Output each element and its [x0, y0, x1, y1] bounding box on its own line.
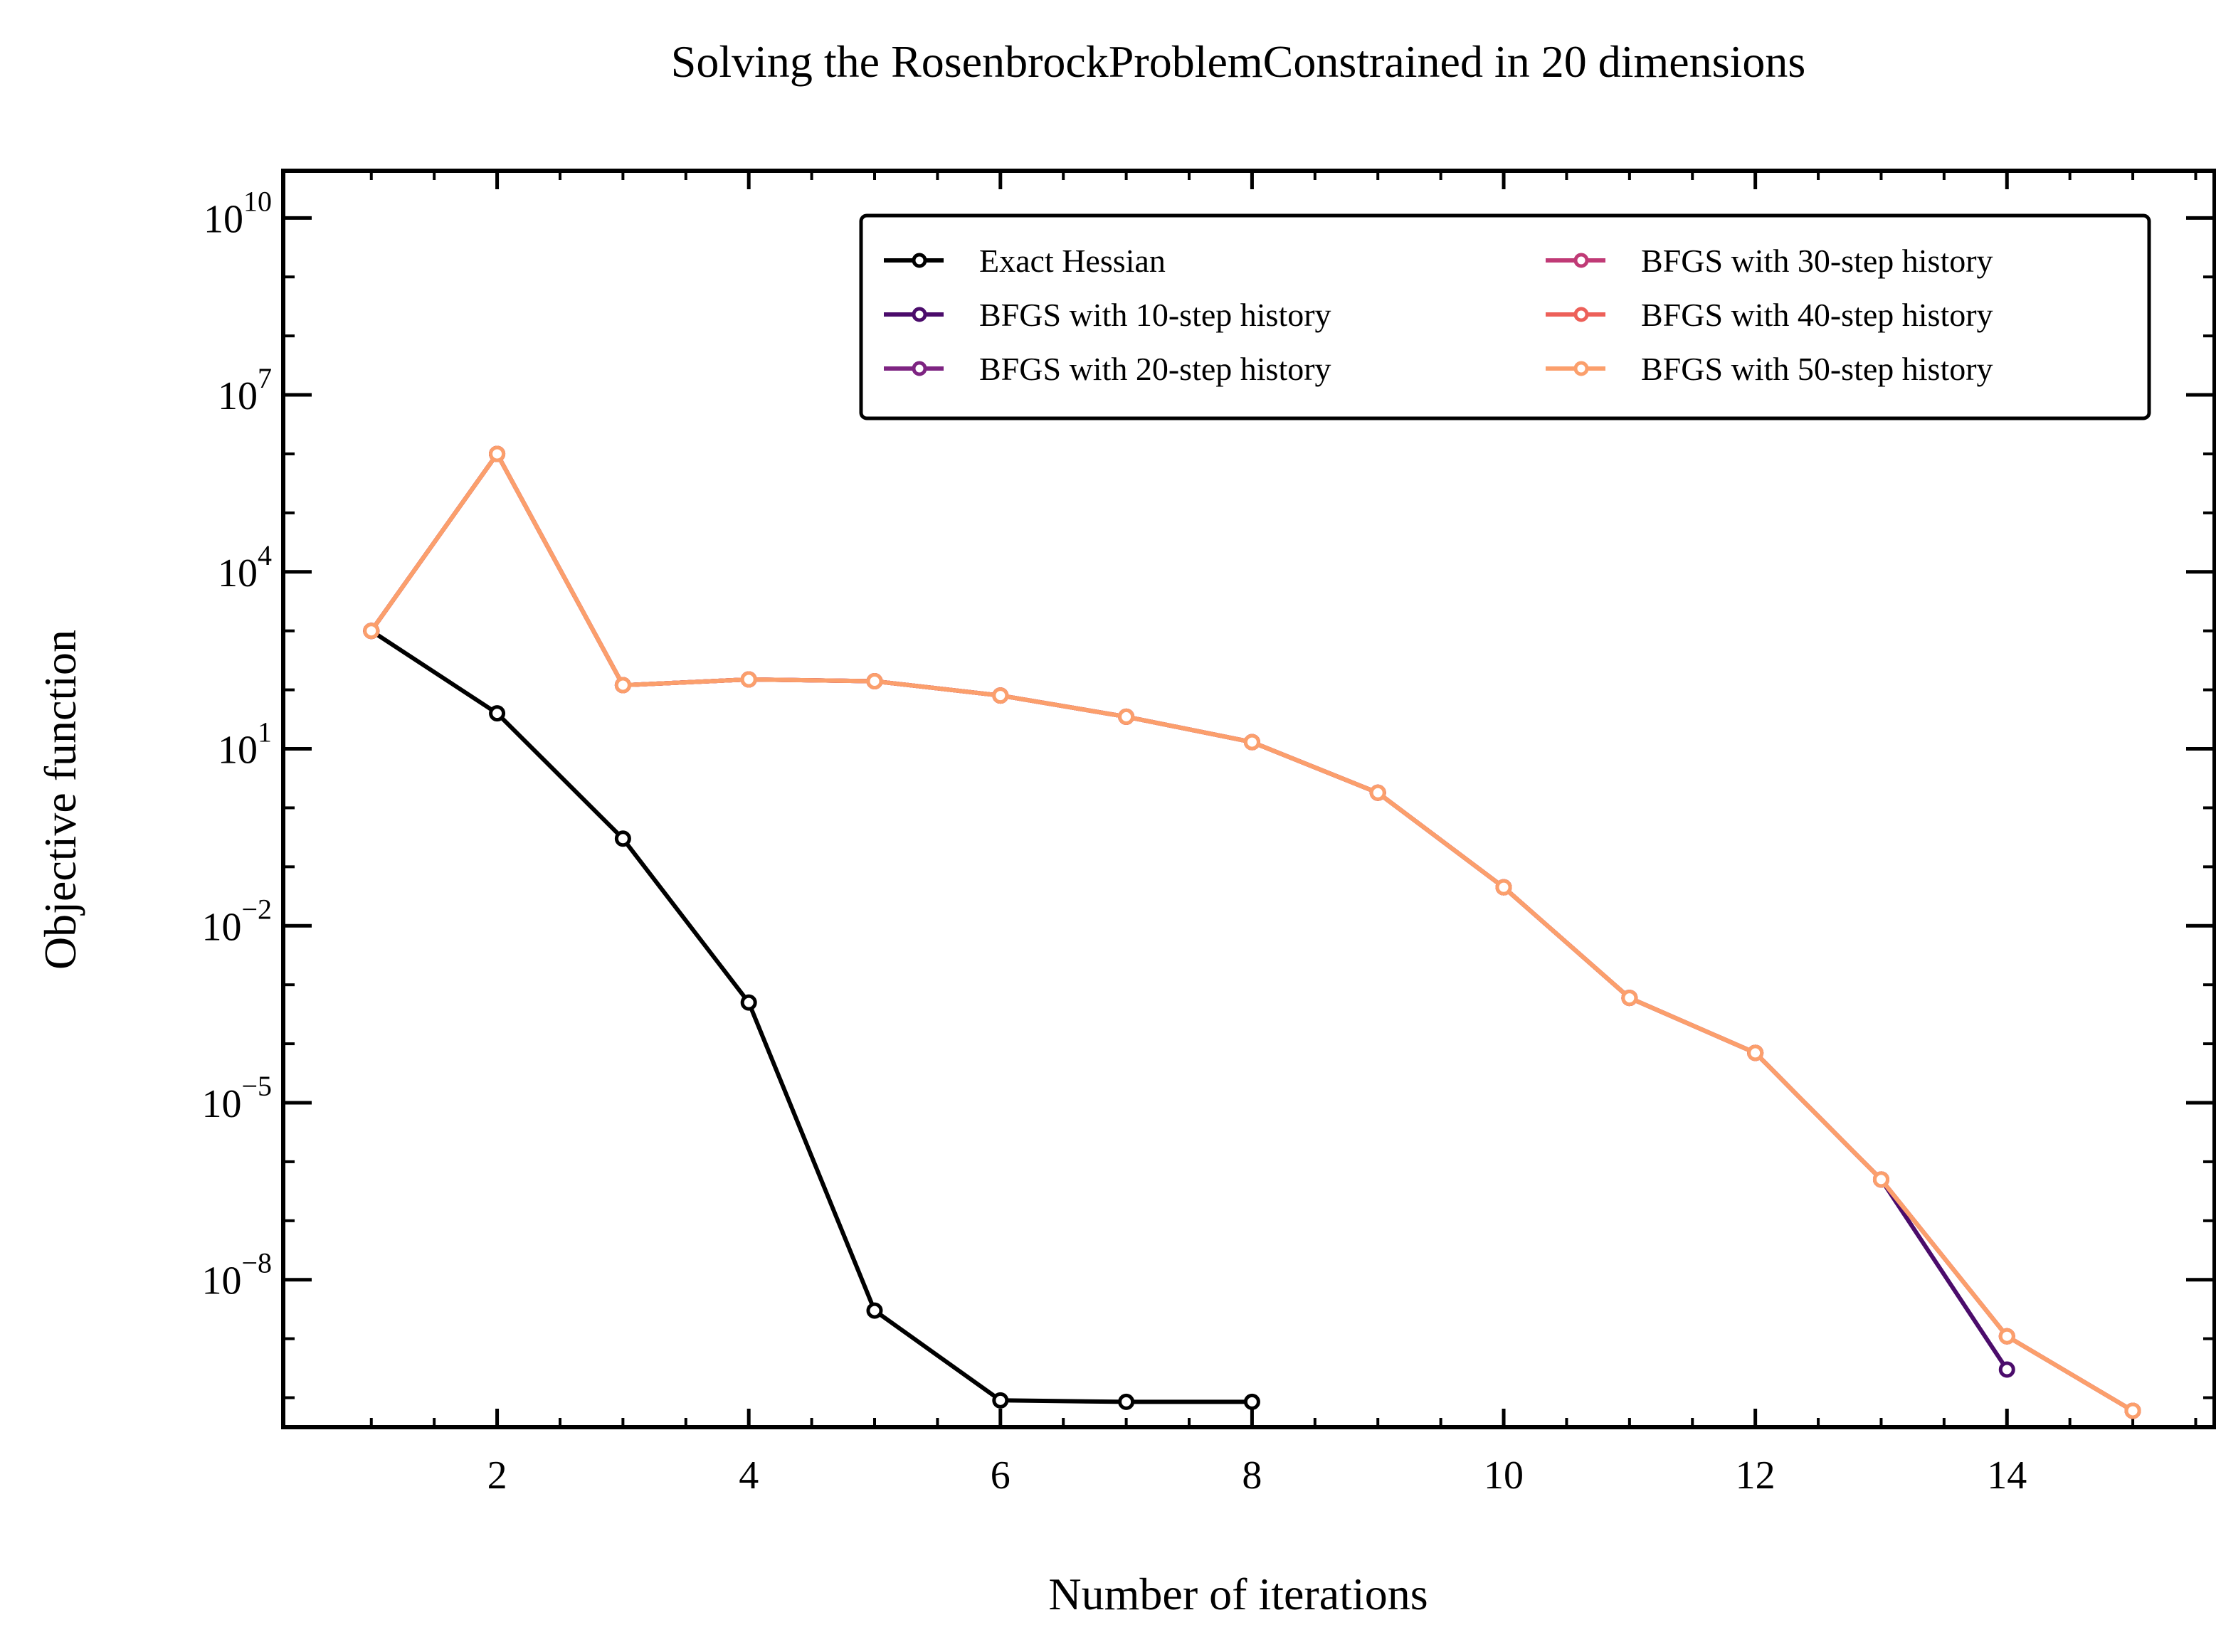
legend-item: BFGS with 30-step history [1546, 243, 1993, 279]
x-tick-label: 12 [1736, 1454, 1776, 1498]
legend-item: BFGS with 50-step history [1546, 351, 1993, 387]
y-tick-exponent: −5 [241, 1070, 272, 1102]
y-tick-exponent: 7 [258, 362, 272, 394]
legend-marker [1573, 361, 1589, 376]
legend-label: BFGS with 40-step history [1641, 297, 1993, 333]
legend-label: BFGS with 20-step history [979, 351, 1331, 387]
y-tick-base: 10 [218, 374, 258, 418]
data-point [1118, 708, 1135, 725]
y-tick-label: 10−2 [201, 893, 272, 949]
y-tick-exponent: 1 [258, 716, 272, 748]
data-point [489, 705, 506, 722]
data-point [740, 671, 757, 688]
y-tick-label: 101 [218, 716, 272, 773]
x-tick-label: 4 [739, 1454, 759, 1498]
y-axis-label: Objective function [35, 630, 85, 970]
legend-marker [912, 307, 927, 322]
data-point [614, 677, 631, 694]
data-point [1872, 1171, 1889, 1188]
data-point [1118, 1393, 1135, 1410]
data-point [1495, 879, 1512, 896]
y-tick-exponent: 4 [258, 539, 272, 571]
plot-frame [281, 169, 2216, 1429]
legend-item: BFGS with 10-step history [884, 297, 1331, 333]
y-tick-base: 10 [218, 551, 258, 595]
data-point [1243, 734, 1260, 751]
y-tick-base: 10 [204, 197, 243, 241]
y-tick-label: 10−5 [201, 1070, 272, 1126]
series-6 [363, 445, 2141, 1419]
y-tick-exponent: −2 [241, 893, 272, 925]
legend-item: BFGS with 40-step history [1546, 297, 1993, 333]
legend-marker [912, 361, 927, 376]
data-point [2124, 1402, 2141, 1419]
data-point [1621, 990, 1638, 1007]
legend-label: BFGS with 50-step history [1641, 351, 1993, 387]
x-axis-label: Number of iterations [1048, 1569, 1428, 1619]
y-tick-label: 104 [218, 539, 272, 595]
x-tick-label: 2 [487, 1454, 507, 1498]
y-tick-label: 10−8 [201, 1247, 272, 1303]
legend-marker [1573, 253, 1589, 268]
data-point [866, 1302, 883, 1319]
legend-item: BFGS with 20-step history [884, 351, 1331, 387]
data-point [992, 1392, 1009, 1409]
data-point [1998, 1361, 2015, 1378]
legend-box [859, 213, 2151, 420]
data-point [740, 994, 757, 1011]
legend-marker [1573, 307, 1589, 322]
data-point [1747, 1044, 1764, 1061]
data-point [1998, 1328, 2015, 1345]
legend-marker [912, 253, 927, 268]
y-tick-base: 10 [201, 1259, 241, 1303]
y-tick-base: 10 [201, 905, 241, 949]
x-tick-label: 10 [1484, 1454, 1524, 1498]
plot-series [363, 445, 2141, 1419]
y-tick-exponent: −8 [241, 1247, 272, 1279]
y-tick-base: 10 [201, 1082, 241, 1126]
legend-label: BFGS with 10-step history [979, 297, 1331, 333]
legend-label: BFGS with 30-step history [1641, 243, 1993, 279]
y-tick-label: 1010 [204, 185, 272, 241]
x-tick-label: 8 [1242, 1454, 1262, 1498]
data-point [1243, 1393, 1260, 1410]
legend: Exact Hessian BFGS with 10-step history BF… [859, 213, 2151, 420]
data-point [614, 830, 631, 847]
y-tick-exponent: 10 [243, 185, 272, 217]
y-tick-base: 10 [218, 729, 258, 773]
legend-item: Exact Hessian [884, 243, 1166, 279]
data-point [363, 623, 380, 640]
series-line [370, 629, 1252, 1404]
series-1 [363, 623, 1260, 1410]
data-point [1369, 784, 1386, 801]
x-tick-label: 14 [1987, 1454, 2027, 1498]
y-tick-label: 107 [218, 362, 272, 418]
data-point [489, 445, 506, 462]
legend-label: Exact Hessian [979, 243, 1166, 279]
data-point [992, 687, 1009, 704]
x-tick-label: 6 [991, 1454, 1011, 1498]
chart-title: Solving the RosenbrockProblemConstrained… [671, 36, 1806, 87]
data-point [866, 672, 883, 689]
